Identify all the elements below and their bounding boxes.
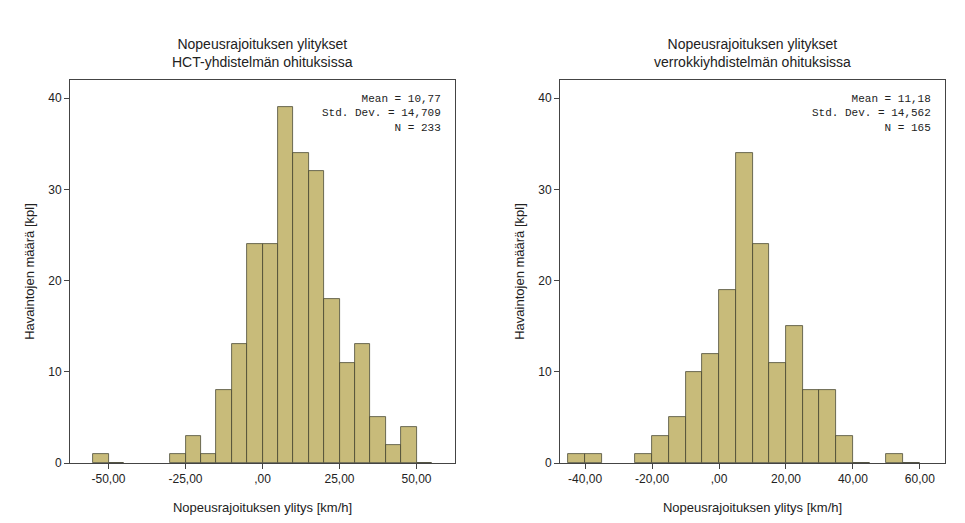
- svg-text:10: 10: [48, 365, 62, 379]
- svg-text:40: 40: [48, 91, 62, 105]
- svg-text:Havaintojen määrä [kpl]: Havaintojen määrä [kpl]: [512, 203, 527, 340]
- svg-text:40,00: 40,00: [838, 472, 868, 486]
- svg-text:25,00: 25,00: [324, 472, 354, 486]
- svg-text:,00: ,00: [711, 472, 728, 486]
- svg-text:60,00: 60,00: [905, 472, 935, 486]
- svg-text:Nopeusrajoituksen ylitys [km/h: Nopeusrajoituksen ylitys [km/h]: [173, 500, 352, 515]
- svg-text:20,00: 20,00: [771, 472, 801, 486]
- svg-text:10: 10: [538, 365, 552, 379]
- svg-text:-50,00: -50,00: [91, 472, 125, 486]
- svg-text:-25,00: -25,00: [168, 472, 202, 486]
- svg-text:Havaintojen määrä [kpl]: Havaintojen määrä [kpl]: [22, 203, 37, 340]
- svg-text:30: 30: [538, 183, 552, 197]
- svg-text:40: 40: [538, 91, 552, 105]
- svg-text:Nopeusrajoituksen ylitys [km/h: Nopeusrajoituksen ylitys [km/h]: [663, 500, 842, 515]
- svg-text:Nopeusrajoituksen ylityksetHCT: Nopeusrajoituksen ylityksetHCT-yhdistelm…: [172, 36, 353, 70]
- svg-text:Mean = 10,77Std. Dev. = 14,709: Mean = 10,77Std. Dev. = 14,709N = 233: [322, 93, 441, 134]
- svg-text:50,00: 50,00: [401, 472, 431, 486]
- svg-text:20: 20: [48, 274, 62, 288]
- svg-text:-40,00: -40,00: [568, 472, 602, 486]
- svg-text:30: 30: [48, 183, 62, 197]
- svg-text:20: 20: [538, 274, 552, 288]
- svg-text:-20,00: -20,00: [635, 472, 669, 486]
- svg-text:0: 0: [545, 456, 552, 470]
- svg-text:,00: ,00: [254, 472, 271, 486]
- svg-text:0: 0: [55, 456, 62, 470]
- svg-text:Nopeusrajoituksen ylityksetver: Nopeusrajoituksen ylityksetverrokkiyhdis…: [654, 36, 851, 70]
- svg-text:Mean = 11,18Std. Dev. = 14,562: Mean = 11,18Std. Dev. = 14,562N = 165: [812, 93, 931, 134]
